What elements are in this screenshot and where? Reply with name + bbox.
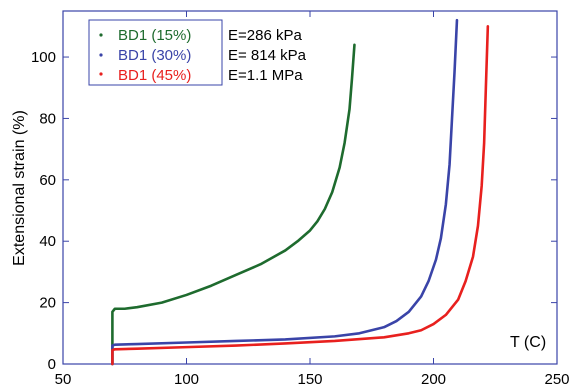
x-tick-label: 200 (421, 371, 446, 388)
modulus-annotation-15: E=286 kPa (228, 27, 302, 44)
series-line-1 (111, 43, 356, 366)
x-tick-label: 50 (55, 371, 72, 388)
x-tick-label: 250 (544, 371, 569, 388)
y-tick-label: 100 (31, 49, 56, 66)
legend-marker-45 (99, 72, 103, 76)
y-tick-label: 40 (39, 233, 56, 250)
legend-marker-30 (99, 53, 103, 57)
legend-label-15: BD1 (15%) (118, 27, 191, 44)
x-tick-label: 100 (174, 371, 199, 388)
x-tick-label: 150 (297, 371, 322, 388)
legend-label-30: BD1 (30%) (118, 47, 191, 64)
legend-marker-15 (99, 33, 103, 37)
y-tick-label: 0 (48, 356, 56, 373)
legend-box (88, 19, 223, 86)
y-tick-label: 20 (39, 295, 56, 312)
y-tick-label: 60 (39, 172, 56, 189)
series-line-3 (111, 25, 490, 366)
series-line-2 (111, 18, 459, 366)
axis-ticks: 50 100 150 200 250 0 20 40 60 80 100 (31, 11, 570, 388)
x-axis-label: T (C) (510, 334, 546, 351)
modulus-annotation-45: E=1.1 MPa (228, 67, 303, 84)
y-axis-label: Extensional strain (%) (11, 110, 28, 266)
modulus-annotation-30: E= 814 kPa (228, 47, 307, 64)
y-tick-label: 80 (39, 110, 56, 127)
series-lines (111, 18, 490, 366)
legend: BD1 (15%) BD1 (30%) BD1 (45%) (88, 19, 223, 86)
legend-label-45: BD1 (45%) (118, 67, 191, 84)
